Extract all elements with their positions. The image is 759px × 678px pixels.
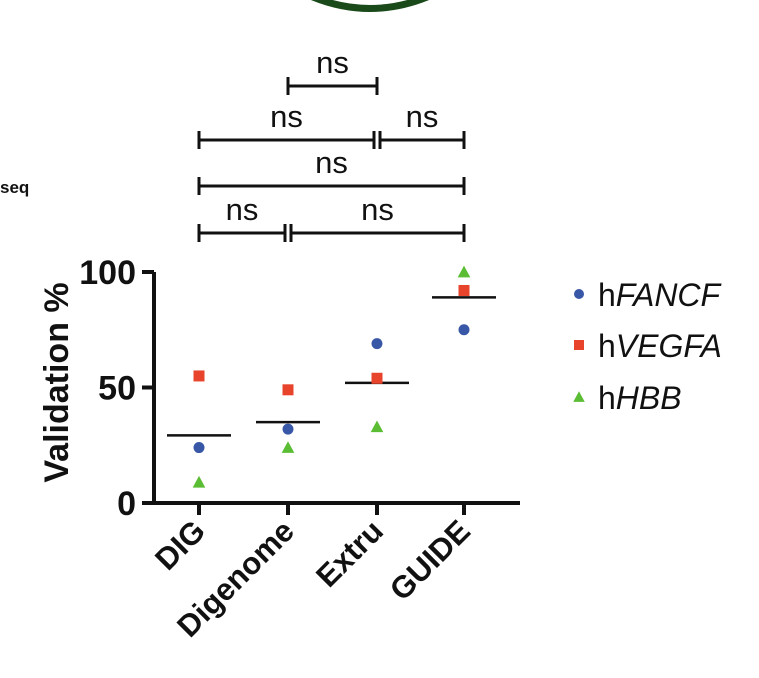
top-badge-graphic — [311, 0, 429, 12]
data-point-triangle — [192, 475, 206, 488]
y-axis-label: Validation % — [38, 282, 76, 482]
data-point-square — [458, 284, 470, 296]
data-point-circle — [282, 423, 294, 435]
significance-label: ns — [316, 45, 349, 80]
data-point-circle — [193, 442, 205, 454]
significance-label: ns — [315, 145, 348, 180]
data-point-circle — [458, 324, 470, 336]
legend-marker-square — [574, 340, 584, 350]
legend-marker-triangle — [573, 391, 585, 402]
y-tick-label: 100 — [79, 254, 136, 292]
y-tick-label: 0 — [117, 485, 136, 523]
legend-label: hVEGFA — [598, 328, 722, 364]
significance-label: ns — [270, 99, 303, 134]
x-category-label: DIG — [148, 513, 212, 577]
data-point-square — [193, 370, 205, 382]
data-point-triangle — [370, 420, 384, 433]
side-text-fragment: seq — [0, 178, 29, 197]
y-axis-label-group: Validation % — [38, 282, 76, 482]
x-category-label: GUIDE — [383, 513, 477, 607]
legend-marker-circle — [574, 289, 584, 299]
chart-axes — [152, 272, 520, 505]
mean-lines — [167, 296, 496, 437]
x-category-label: Extru — [309, 513, 390, 594]
legend-label: hHBB — [598, 380, 682, 416]
legend-label: hFANCF — [598, 277, 723, 313]
data-point-circle — [371, 338, 383, 350]
data-point-square — [371, 372, 383, 384]
data-point-triangle — [281, 441, 295, 453]
data-point-square — [282, 384, 294, 396]
significance-label: ns — [406, 99, 439, 134]
chart-legend: hFANCF hVEGFA hHBB — [573, 277, 723, 416]
significance-label: ns — [226, 192, 259, 227]
data-point-triangle — [457, 265, 471, 278]
y-tick-label: 50 — [98, 370, 136, 408]
significance-label: ns — [361, 192, 394, 227]
data-points — [192, 265, 471, 488]
y-axis-ticks: 0 50 100 — [79, 254, 154, 523]
